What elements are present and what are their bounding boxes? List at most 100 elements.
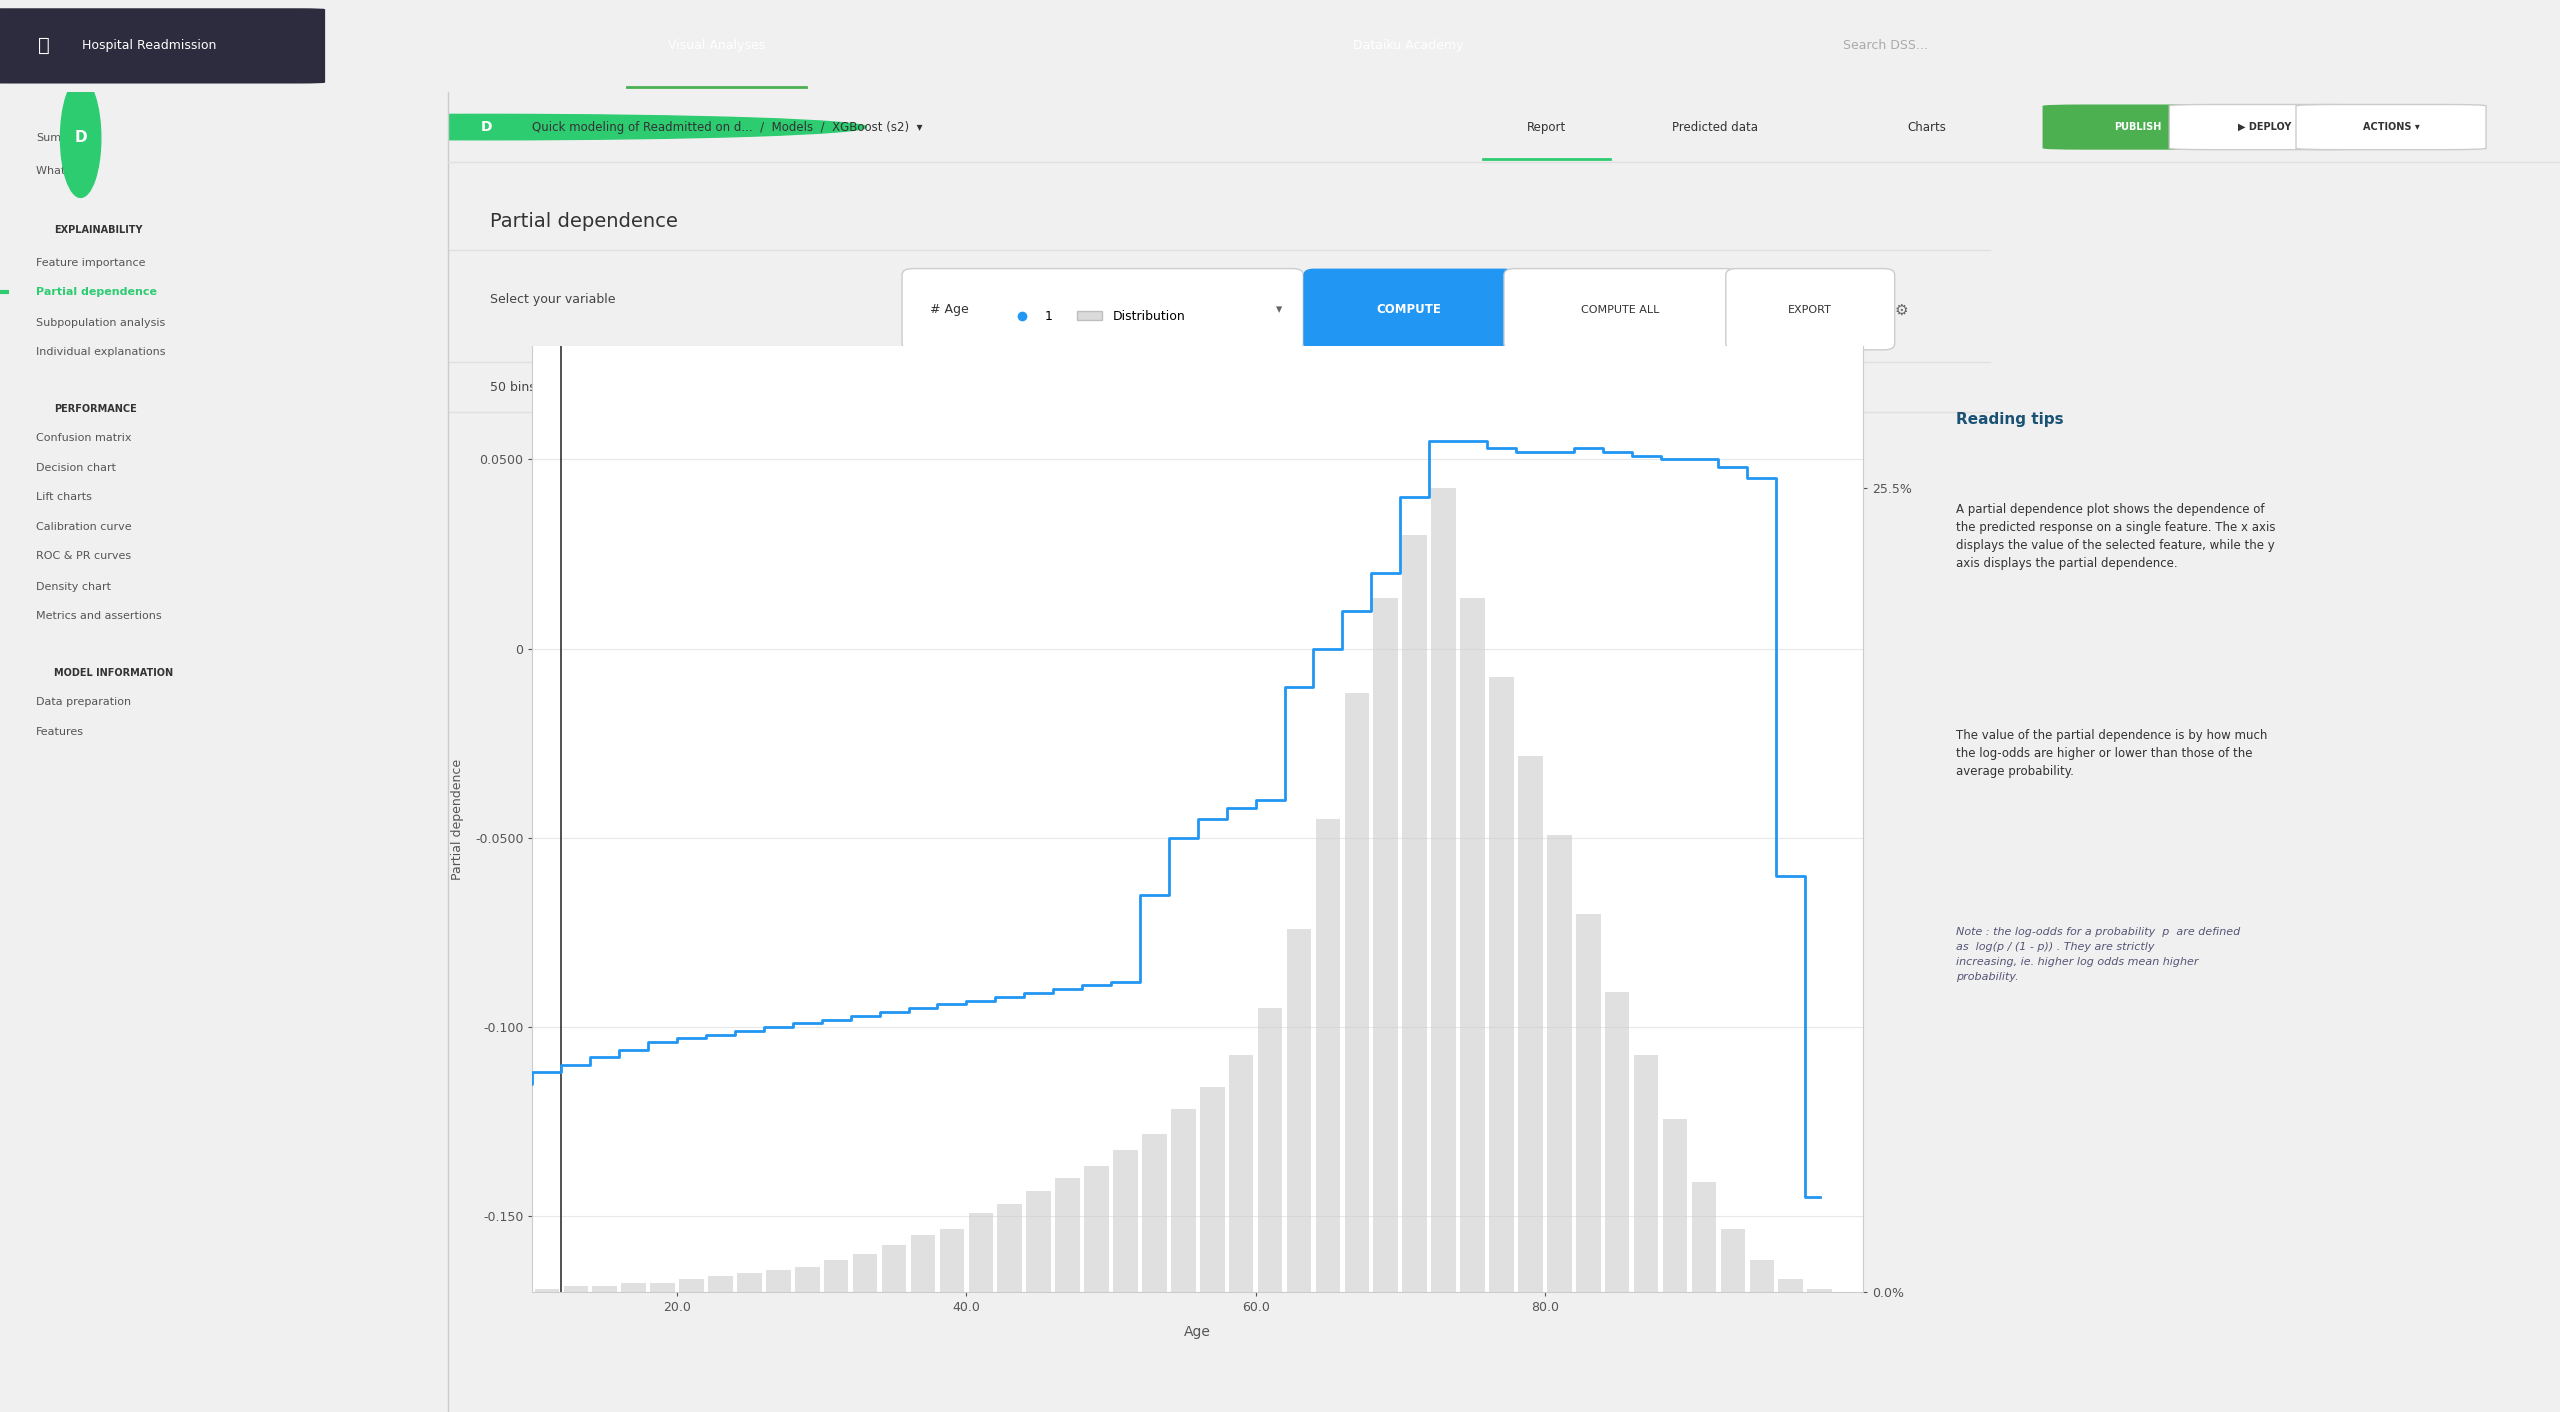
Text: Dataiku Academy: Dataiku Academy bbox=[1352, 40, 1464, 52]
Text: Reading tips: Reading tips bbox=[1956, 412, 2063, 428]
Text: PUBLISH: PUBLISH bbox=[2115, 121, 2161, 133]
Text: A partial dependence plot shows the dependence of
the predicted response on a si: A partial dependence plot shows the depe… bbox=[1956, 503, 2276, 569]
Text: Predicted data: Predicted data bbox=[1672, 120, 1759, 134]
Bar bbox=[824, 1261, 847, 1292]
Bar bbox=[420, 1289, 443, 1292]
Text: 50 bins for: 50 bins for bbox=[492, 381, 561, 394]
Text: MODEL INFORMATION: MODEL INFORMATION bbox=[54, 668, 174, 678]
FancyBboxPatch shape bbox=[1303, 268, 1516, 350]
Bar bbox=[389, 1289, 415, 1292]
Text: Metrics and assertions: Metrics and assertions bbox=[36, 611, 161, 621]
Text: 🏥: 🏥 bbox=[38, 37, 51, 55]
FancyBboxPatch shape bbox=[0, 8, 325, 83]
Text: Summary: Summary bbox=[36, 133, 90, 143]
Text: The value of the partial dependence is by how much
the log-odds are higher or lo: The value of the partial dependence is b… bbox=[1956, 729, 2268, 778]
Bar bbox=[1490, 676, 1513, 1292]
Text: COMPUTE: COMPUTE bbox=[1377, 304, 1441, 316]
Bar bbox=[563, 1286, 589, 1292]
Bar bbox=[1720, 1228, 1746, 1292]
Text: Age: Age bbox=[645, 381, 671, 394]
Bar bbox=[476, 1289, 502, 1292]
Bar bbox=[448, 1289, 474, 1292]
Text: Visual Analyses: Visual Analyses bbox=[668, 40, 765, 52]
Bar bbox=[1229, 1056, 1254, 1292]
Text: Search DSS...: Search DSS... bbox=[1843, 40, 1928, 52]
Text: ▾: ▾ bbox=[1275, 304, 1283, 316]
Text: Calibration curve: Calibration curve bbox=[36, 522, 131, 532]
Bar bbox=[1316, 819, 1341, 1292]
Bar bbox=[1288, 929, 1311, 1292]
Text: Hospital Readmission: Hospital Readmission bbox=[82, 40, 215, 52]
Bar bbox=[1055, 1179, 1080, 1292]
Text: Individual explanations: Individual explanations bbox=[36, 347, 166, 357]
Y-axis label: Partial dependence: Partial dependence bbox=[451, 758, 463, 880]
Bar bbox=[535, 1289, 558, 1292]
Text: Charts: Charts bbox=[1907, 120, 1946, 134]
FancyBboxPatch shape bbox=[2168, 104, 2360, 150]
FancyBboxPatch shape bbox=[1505, 268, 1736, 350]
Bar bbox=[591, 1286, 617, 1292]
Text: Select your variable: Select your variable bbox=[492, 294, 617, 306]
Text: EXPLAINABILITY: EXPLAINABILITY bbox=[54, 226, 143, 236]
Bar bbox=[1605, 993, 1631, 1292]
Bar bbox=[1142, 1134, 1167, 1292]
Bar bbox=[650, 1282, 676, 1292]
Text: ROC & PR curves: ROC & PR curves bbox=[36, 552, 131, 562]
Text: Decision chart: Decision chart bbox=[36, 463, 115, 473]
Text: ACTIONS ▾: ACTIONS ▾ bbox=[2363, 121, 2419, 133]
Bar bbox=[1170, 1108, 1196, 1292]
Text: Data preparation: Data preparation bbox=[36, 696, 131, 707]
Bar bbox=[796, 1267, 819, 1292]
Text: COMPUTE ALL: COMPUTE ALL bbox=[1582, 305, 1659, 315]
FancyBboxPatch shape bbox=[901, 268, 1303, 350]
Text: Report: Report bbox=[1526, 120, 1567, 134]
Bar bbox=[1577, 914, 1600, 1292]
Bar bbox=[1459, 599, 1485, 1292]
Bar bbox=[1431, 489, 1457, 1292]
Bar bbox=[737, 1274, 763, 1292]
Bar bbox=[968, 1213, 993, 1292]
Text: Feature importance: Feature importance bbox=[36, 258, 146, 268]
Bar bbox=[507, 1289, 530, 1292]
Text: Confusion matrix: Confusion matrix bbox=[36, 432, 131, 443]
Text: Density chart: Density chart bbox=[36, 582, 110, 592]
Text: D: D bbox=[74, 130, 87, 145]
Bar bbox=[998, 1203, 1021, 1292]
Bar bbox=[1257, 1008, 1283, 1292]
Bar bbox=[709, 1276, 732, 1292]
Bar bbox=[881, 1245, 906, 1292]
Bar bbox=[1664, 1118, 1687, 1292]
Bar bbox=[1546, 834, 1572, 1292]
Text: ⚙: ⚙ bbox=[1894, 302, 1907, 318]
Bar bbox=[940, 1228, 965, 1292]
Bar bbox=[1085, 1166, 1108, 1292]
Text: What if?: What if? bbox=[36, 167, 82, 176]
Bar bbox=[1201, 1087, 1224, 1292]
Bar bbox=[1114, 1149, 1137, 1292]
Bar bbox=[911, 1236, 934, 1292]
Bar bbox=[622, 1282, 645, 1292]
Text: Partial dependence: Partial dependence bbox=[492, 212, 678, 232]
Bar bbox=[1518, 755, 1544, 1292]
Legend: 1, Distribution: 1, Distribution bbox=[1004, 305, 1190, 328]
Text: PERFORMANCE: PERFORMANCE bbox=[54, 404, 136, 414]
Text: Lift charts: Lift charts bbox=[36, 493, 92, 503]
Text: D: D bbox=[481, 120, 492, 134]
Text: # Age: # Age bbox=[929, 304, 968, 316]
Text: ▶ DEPLOY: ▶ DEPLOY bbox=[2237, 121, 2291, 133]
FancyBboxPatch shape bbox=[1725, 268, 1894, 350]
Bar bbox=[1807, 1289, 1833, 1292]
FancyBboxPatch shape bbox=[2296, 104, 2486, 150]
Bar bbox=[1403, 535, 1426, 1292]
Bar bbox=[1375, 599, 1398, 1292]
Bar bbox=[1344, 693, 1370, 1292]
Text: Subpopulation analysis: Subpopulation analysis bbox=[36, 318, 164, 328]
Bar bbox=[765, 1269, 791, 1292]
Bar bbox=[852, 1254, 878, 1292]
Text: Partial dependence: Partial dependence bbox=[36, 288, 156, 298]
Bar bbox=[1692, 1182, 1715, 1292]
Circle shape bbox=[105, 114, 865, 140]
Bar bbox=[678, 1279, 704, 1292]
X-axis label: Age: Age bbox=[1185, 1324, 1211, 1339]
FancyBboxPatch shape bbox=[2043, 104, 2232, 150]
